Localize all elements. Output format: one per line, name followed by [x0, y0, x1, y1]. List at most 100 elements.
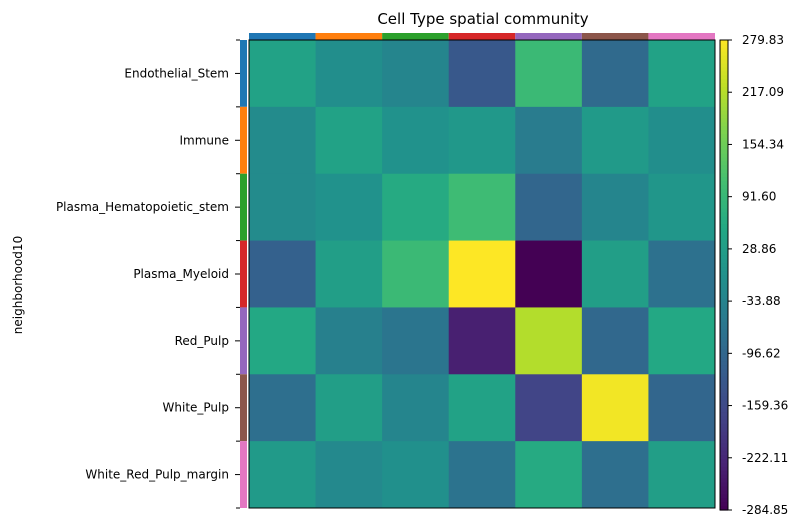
colorbar-segment — [720, 169, 728, 174]
row-group-swatch — [240, 173, 247, 241]
column-group-swatch — [448, 33, 516, 40]
colorbar-segment — [720, 361, 728, 366]
colorbar-segment — [720, 251, 728, 257]
colorbar-segment — [720, 294, 728, 300]
colorbar-segment — [720, 67, 728, 72]
colorbar-segment — [720, 474, 728, 480]
heatmap-cell — [448, 307, 516, 375]
colorbar-segment — [720, 494, 728, 499]
colorbar-segment — [720, 224, 728, 229]
colorbar-tick-label: 279.83 — [742, 33, 784, 47]
colorbar-segment — [720, 161, 728, 166]
colorbar-frame — [719, 39, 729, 511]
colorbar-segment — [720, 482, 728, 488]
heatmap-cell — [249, 441, 317, 509]
colorbar-segment — [720, 83, 728, 88]
colorbar-segment — [720, 220, 728, 225]
heatmap-cell — [648, 40, 716, 108]
heatmap-cell — [515, 307, 583, 375]
colorbar-segment — [720, 380, 728, 386]
heatmap-cell — [581, 374, 649, 442]
colorbar-segment — [720, 384, 728, 390]
colorbar-tick-label: 217.09 — [742, 85, 784, 99]
colorbar-segment — [720, 490, 728, 495]
colorbar-segment — [720, 63, 728, 69]
colorbar-segment — [720, 165, 728, 170]
colorbar-segment — [720, 247, 728, 253]
colorbar-segment — [720, 216, 728, 221]
colorbar-segment — [720, 192, 728, 198]
row-group-swatch — [240, 307, 247, 375]
colorbar-segment — [720, 243, 728, 249]
heatmap-cell — [249, 307, 317, 375]
colorbar-segment — [720, 435, 728, 441]
column-group-swatch — [515, 33, 582, 40]
colorbar-segment — [720, 372, 728, 378]
colorbar-segment — [720, 345, 728, 351]
colorbar-segment — [720, 439, 728, 445]
row-group-swatch — [240, 374, 247, 442]
colorbar-segment — [720, 235, 728, 241]
colorbar-segment — [720, 419, 728, 425]
colorbar-segment — [720, 98, 728, 104]
colorbar-segment — [720, 357, 728, 362]
heatmap-cell — [382, 240, 450, 308]
heatmap-cell — [648, 307, 716, 375]
colorbar-segment — [720, 231, 728, 237]
column-group-swatch — [581, 33, 649, 40]
column-group-bar — [249, 33, 715, 40]
heatmap-cell — [249, 173, 317, 242]
colorbar-segment — [720, 94, 728, 100]
row-group-swatch — [240, 240, 247, 308]
heatmap-cell — [581, 240, 649, 308]
heatmap-cell — [382, 40, 450, 108]
colorbar-segment — [720, 322, 728, 327]
colorbar-segment — [720, 188, 728, 194]
colorbar-segment — [720, 71, 728, 76]
colorbar-segment — [720, 181, 728, 186]
heatmap-cell — [382, 307, 450, 375]
heatmap-cell — [648, 106, 716, 175]
colorbar-tick-label: 28.86 — [742, 242, 776, 256]
colorbar-segment — [720, 463, 728, 468]
colorbar-segment — [720, 404, 728, 409]
heatmap-cell — [382, 441, 450, 509]
colorbar-segment — [720, 208, 728, 213]
heatmap-cell — [382, 106, 450, 175]
heatmap-cell — [515, 106, 583, 175]
colorbar-segment — [720, 259, 728, 264]
heatmap-frame — [248, 39, 716, 509]
colorbar-segment — [720, 196, 728, 202]
colorbar-segment — [720, 396, 728, 401]
colorbar-segment — [720, 478, 728, 484]
colorbar-segment — [720, 255, 728, 260]
heatmap-cell — [581, 307, 649, 375]
heatmap-cell — [648, 374, 716, 442]
colorbar-segment — [720, 275, 728, 280]
colorbar-segment — [720, 412, 728, 417]
colorbar: 279.83 217.09 154.34 91.60 28.86 -33.88 -96.62… — [719, 33, 788, 517]
colorbar-segment — [720, 153, 728, 159]
heatmap-cell — [648, 240, 716, 308]
colorbar-segment — [720, 306, 728, 311]
colorbar-segment — [720, 122, 728, 127]
colorbar-segment — [720, 149, 728, 155]
colorbar-segment — [720, 427, 728, 433]
heatmap-cell — [448, 40, 516, 108]
colorbar-segment — [720, 502, 728, 507]
colorbar-segment — [720, 298, 728, 304]
row-label: White_Red_Pulp_margin — [85, 468, 229, 482]
colorbar-segment — [720, 353, 728, 358]
colorbar-segment — [720, 400, 728, 405]
colorbar-segment — [720, 79, 728, 84]
colorbar-segment — [720, 470, 728, 476]
colorbar-segment — [720, 87, 728, 92]
colorbar-segment — [720, 466, 728, 472]
colorbar-segment — [720, 443, 728, 448]
colorbar-segment — [720, 506, 728, 511]
heatmap-cell — [648, 173, 716, 242]
colorbar-tick-label: -284.85 — [742, 503, 788, 517]
colorbar-segment — [720, 145, 728, 151]
colorbar-segment — [720, 228, 728, 233]
heatmap-cell — [448, 106, 516, 175]
